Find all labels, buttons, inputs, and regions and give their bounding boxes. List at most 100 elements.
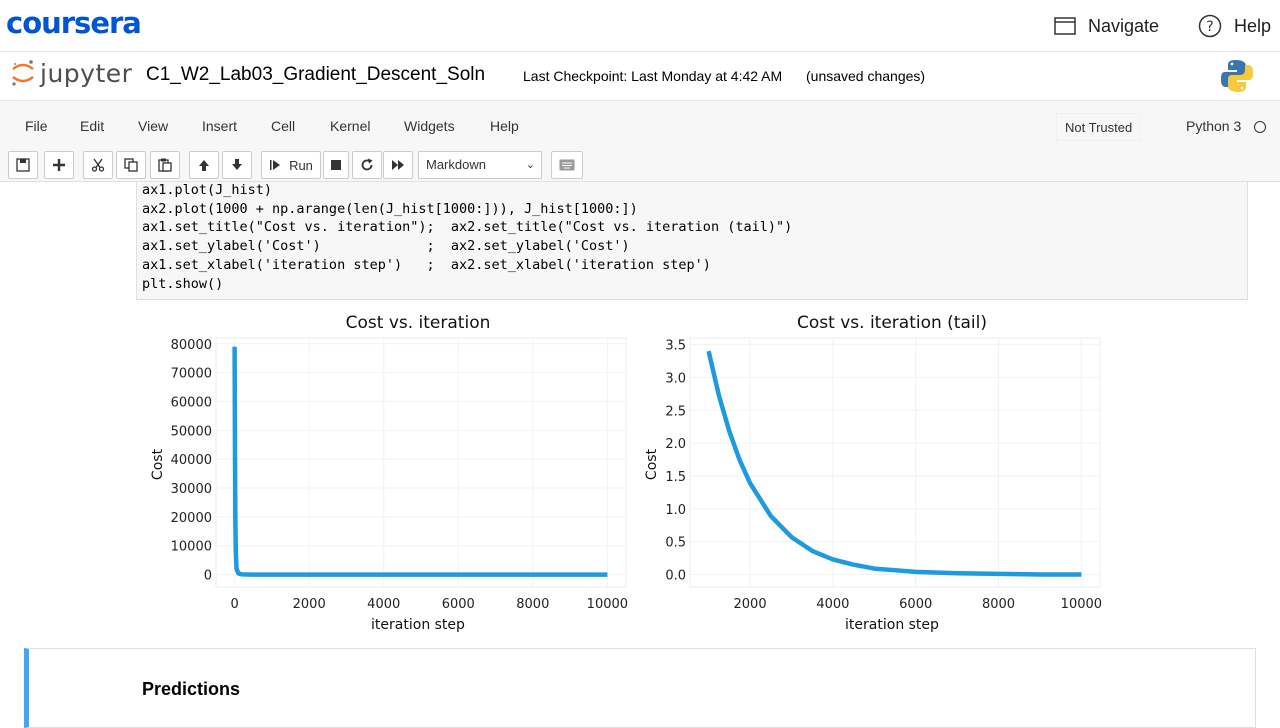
coursera-logo[interactable]: coursera [6,6,142,40]
code-line: ax1.plot(J_hist) [142,182,273,198]
not-trusted-button[interactable]: Not Trusted [1056,113,1142,141]
copy-icon [124,158,138,172]
paste-button[interactable] [150,151,180,179]
notebook-content: ax1.plot(J_hist) ax2.plot(1000 + np.aran… [0,182,1280,728]
insert-cell-button[interactable] [44,151,74,179]
code-cell[interactable]: ax1.plot(J_hist) ax2.plot(1000 + np.aran… [136,182,1248,300]
series-line [706,350,1082,577]
run-label: Run [289,157,313,173]
menu-bar: File Edit View Insert Cell Kernel Widget… [0,100,1280,152]
x-tick-label: 6000 [442,597,475,612]
y-tick-label: 0.0 [665,569,686,584]
code-line: ax1.set_xlabel('iteration step') ; ax2.s… [142,257,711,273]
output-charts: 0 2000 4000 6000 8000 10000 0 10000 20000 30000 40… [150,313,1102,633]
y-tick-label: 2.5 [665,404,686,419]
menu-file[interactable]: File [25,118,48,134]
unsaved-changes-status: (unsaved changes) [806,68,926,84]
jupyter-logo[interactable]: jupyter [10,58,132,88]
y-tick-label: 40000 [171,453,212,468]
cut-button[interactable] [83,151,113,179]
arrow-down-icon [232,159,242,170]
command-palette-button[interactable] [551,151,583,179]
menu-help[interactable]: Help [490,118,519,134]
x-tick-label: 4000 [816,597,849,612]
jupyter-logo-text: jupyter [40,58,133,88]
menu-cell[interactable]: Cell [271,118,296,134]
cut-icon [91,158,105,172]
navigate-label: Navigate [1088,15,1160,36]
y-tick-label: 20000 [171,511,212,526]
run-button[interactable]: Run [261,151,321,179]
plot-area [215,337,627,588]
menu-view[interactable]: View [138,118,169,134]
y-tick-label: 0.5 [665,536,686,551]
copy-button[interactable] [116,151,146,179]
interrupt-button[interactable] [323,151,349,179]
arrow-up-icon [199,160,209,171]
chevron-down-icon: ⌄ [525,159,535,171]
y-tick-label: 0 [204,569,212,584]
paste-icon [158,158,172,172]
restart-button[interactable] [352,151,382,179]
code-line: plt.show() [142,276,224,292]
y-tick-label: 70000 [171,367,212,382]
move-down-button[interactable] [222,151,252,179]
cell-type-select[interactable]: Markdown ⌄ [418,151,542,179]
navigate-button[interactable]: Navigate [1054,12,1159,40]
help-button[interactable]: ? Help [1198,12,1271,40]
x-tick-label: 10000 [1061,597,1102,612]
restart-run-all-button[interactable] [383,151,413,179]
menu-widgets[interactable]: Widgets [404,118,455,134]
x-tick-label: 10000 [587,597,628,612]
jupyter-logo-icon [12,60,34,86]
y-tick-label: 3.0 [665,371,686,386]
window-icon [1054,17,1076,35]
chart-title: Cost vs. iteration [346,313,491,333]
x-tick-label: 0 [230,597,238,612]
menu-insert[interactable]: Insert [202,118,238,134]
x-tick-label: 2000 [293,597,326,612]
predictions-heading: Predictions [142,679,241,699]
y-axis-label: Cost [150,448,166,480]
code-line: ax1.set_ylabel('Cost') ; ax2.set_ylabel(… [142,238,630,254]
checkpoint-status: Last Checkpoint: Last Monday at 4:42 AM [523,68,783,84]
y-axis-label: Cost [644,448,660,480]
code-line: ax1.set_title("Cost vs. iteration"); ax2… [142,219,793,235]
menu-kernel[interactable]: Kernel [330,118,371,134]
keyboard-icon [559,159,575,171]
fast-forward-icon [392,160,404,170]
x-tick-label: 8000 [982,597,1015,612]
y-tick-label: 3.5 [665,339,686,354]
save-icon [16,158,30,172]
menu-edit[interactable]: Edit [80,118,105,134]
plus-icon [53,159,65,171]
markdown-cell[interactable]: Predictions [24,648,1256,728]
x-axis-label: iteration step [371,617,465,633]
save-button[interactable] [8,151,38,179]
chart-title: Cost vs. iteration (tail) [797,313,987,333]
notebook-name[interactable]: C1_W2_Lab03_Gradient_Descent_Soln [146,64,486,85]
x-tick-label: 6000 [899,597,932,612]
y-tick-label: 10000 [171,540,212,555]
y-tick-label: 2.0 [665,437,686,452]
jupyter-header: jupyter C1_W2_Lab03_Gradient_Descent_Sol… [0,52,1280,100]
question-circle-icon: ? [1198,14,1222,38]
x-tick-label: 8000 [516,597,549,612]
kernel-status-icon [1254,121,1266,133]
y-tick-label: 1.5 [665,470,686,485]
x-tick-label: 2000 [734,597,767,612]
series-line [232,346,608,577]
run-icon [270,160,281,170]
svg-text:?: ? [1206,19,1213,35]
move-up-button[interactable] [189,151,219,179]
cell-type-value: Markdown [426,157,486,172]
kernel-name[interactable]: Python 3 [1186,118,1242,134]
help-label: Help [1234,15,1272,36]
y-tick-label: 60000 [171,395,212,410]
x-tick-label: 4000 [367,597,400,612]
notebook-toolbar: Run Markdown ⌄ [0,148,1280,182]
python-logo-icon [1220,58,1254,99]
y-tick-label: 1.0 [665,503,686,518]
x-axis-label: iteration step [845,617,939,633]
y-tick-label: 30000 [171,482,212,497]
